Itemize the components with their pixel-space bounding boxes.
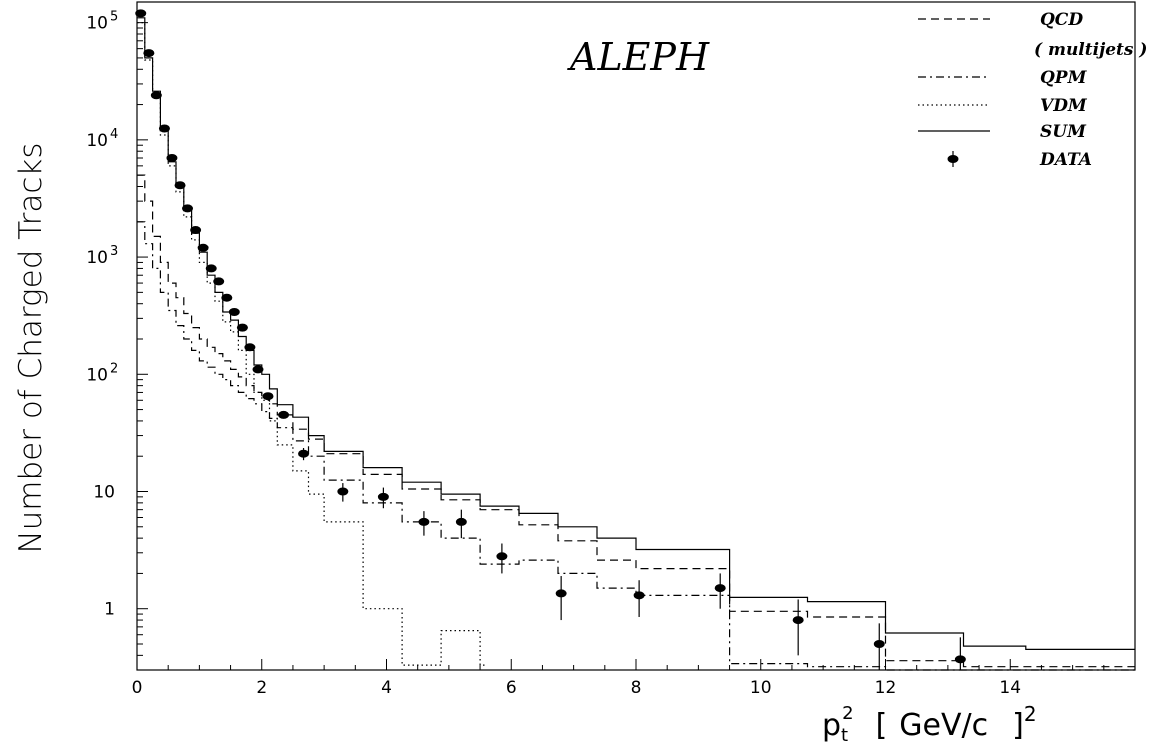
x-tick-label: 8 [631,678,642,698]
x-tick-label: 2 [256,678,267,698]
x-axis-title: pt2[GeV/c]2 [822,702,1037,746]
y-tick-label: 10 [86,131,108,151]
x-tick-label: 4 [381,678,392,698]
legend-entry: SUM [918,122,1087,142]
data-point [190,226,202,235]
annotation: ALEPH [567,35,710,79]
legend-label: VDM [1040,96,1088,116]
data-layer [135,9,966,670]
data-point [158,124,170,133]
x-title-unit: GeV/c [899,708,988,743]
y-axis-title: Number of Charged Tracks [13,142,49,553]
series-vdm [137,22,487,666]
data-point [298,448,310,461]
data-point [555,576,567,621]
data-point [135,9,147,18]
x-title-sup: 2 [842,703,853,724]
legend-entry: VDM [918,96,1088,116]
data-point [143,49,155,58]
data-point [262,392,274,401]
data-point [873,623,885,670]
series-sum [137,17,1135,650]
data-point [455,509,467,539]
y-tick-exponent: 3 [110,244,118,259]
data-point [418,511,430,536]
data-point [244,343,256,352]
legend-label: QPM [1040,68,1088,88]
legend: QCD ( multijets ) QPM VDM SUM DATA [918,10,1147,170]
legend-label: QCD [1040,10,1083,30]
data-point [954,637,966,670]
data-point [197,243,209,252]
y-tick-exponent: 5 [110,10,118,25]
data-point [182,204,194,213]
data-point [496,543,508,574]
y-tick-label: 10 [86,365,108,385]
legend-entry: ( multijets ) [1034,40,1147,60]
data-point [377,487,389,509]
legend-label: ( multijets ) [1034,40,1147,60]
data-point [213,277,225,286]
data-point [337,483,349,502]
data-point [633,580,645,617]
data-point [205,264,217,273]
data-point [714,573,726,609]
y-tick-exponent: 4 [110,127,118,142]
x-tick-label: 0 [132,678,143,698]
legend-entry: QCD [918,10,1083,30]
x-title-close: ] [1012,708,1024,743]
y-tick-label: 10 [93,482,115,502]
x-title-sub: t [841,725,848,746]
series-qpm [137,221,1135,671]
x-title-open: [ [876,708,888,743]
legend-entry: QPM [918,68,1088,88]
data-point [228,307,240,316]
x-tick-label: 14 [999,678,1021,698]
data-point [150,91,162,100]
legend-entry: DATA [947,150,1092,170]
data-point [792,599,804,656]
data-point [278,410,290,419]
data-point [174,181,186,190]
data-point [252,365,264,374]
y-tick-label: 10 [86,14,108,34]
x-tick-label: 6 [506,678,517,698]
y-tick-label: 1 [104,600,115,620]
data-point [166,154,178,163]
y-tick-exponent: 2 [110,361,118,376]
data-point [221,293,233,302]
series-layer [137,17,1135,671]
legend-label: DATA [1039,150,1092,170]
x-title-base: p [822,708,841,743]
x-tick-label: 10 [750,678,772,698]
series-qcd [137,174,1135,668]
x-title-unit-sup: 2 [1024,702,1037,726]
y-tick-label: 10 [86,248,108,268]
x-tick-label: 12 [875,678,897,698]
data-point [236,323,248,332]
plot-frame [136,1,1136,671]
legend-label: SUM [1040,122,1087,142]
